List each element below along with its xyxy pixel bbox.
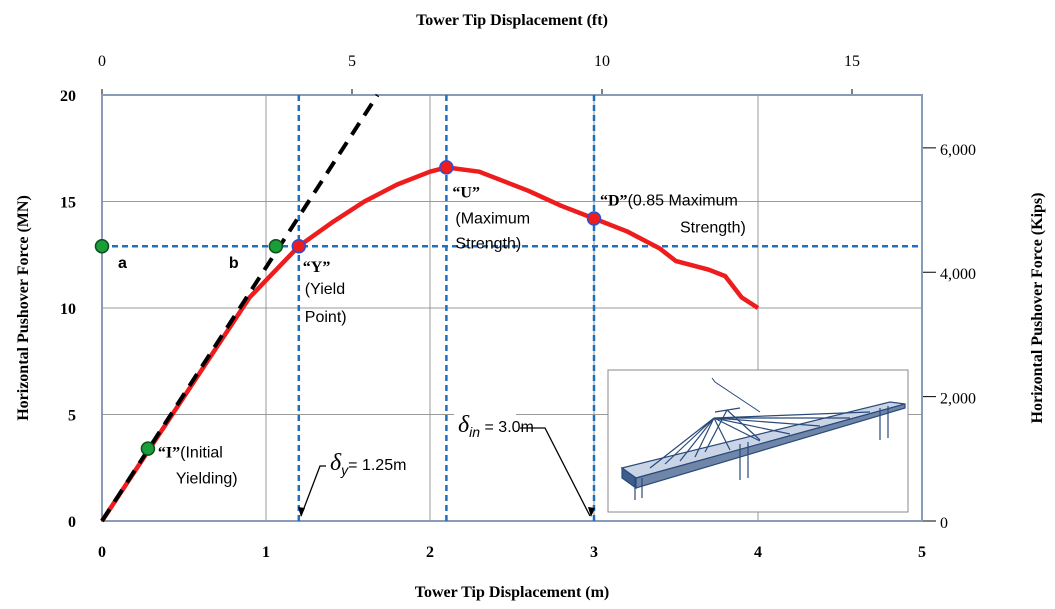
- point-annotation: Yielding): [176, 471, 238, 488]
- point-annotation: (Yield: [305, 281, 345, 298]
- y-tick-label: 10: [60, 301, 76, 318]
- point-tag: a: [118, 255, 127, 272]
- y2-tick-label: 4,000: [940, 266, 976, 283]
- point-tag: “D”(0.85 Maximum: [600, 193, 738, 210]
- top-tick-label: 15: [844, 53, 860, 70]
- point-tag-text: a: [118, 255, 127, 272]
- x-axis-label: Tower Tip Displacement (m): [415, 584, 610, 601]
- point: [269, 240, 282, 253]
- point-tag: “U”: [452, 184, 480, 201]
- point-annotation: Strength): [680, 220, 746, 237]
- point-tag: “Y”: [303, 259, 331, 276]
- x-tick-label: 2: [426, 544, 434, 561]
- x-tick-label: 0: [98, 544, 106, 561]
- point-annotation: (0.85 Maximum: [628, 193, 738, 210]
- point-tag: b: [229, 255, 239, 272]
- chart: Tower Tip Displacement (ft) Tower Tip Di…: [0, 0, 1055, 609]
- y2-tick-label: 6,000: [940, 142, 976, 159]
- x-tick-label: 1: [262, 544, 270, 561]
- delta-subscript: in: [469, 424, 480, 440]
- y-tick-label: 0: [68, 514, 76, 531]
- point: [96, 240, 109, 253]
- point: [141, 442, 154, 455]
- point-annotation: Point): [305, 309, 347, 326]
- point-annotation: (Initial: [180, 445, 223, 462]
- y2-tick-label: 2,000: [940, 391, 976, 408]
- bridge-inset: [608, 370, 908, 512]
- y-tick-label: 5: [68, 408, 76, 425]
- top-axis-label: Tower Tip Displacement (ft): [416, 12, 608, 29]
- x-tick-label: 4: [754, 544, 762, 561]
- point-tag-text: “Y”: [303, 259, 331, 276]
- point-tag: “I”(Initial: [158, 445, 223, 462]
- point-tag-text: b: [229, 255, 239, 272]
- point-annotation: (Maximum: [455, 210, 530, 227]
- x-tick-label: 5: [918, 544, 926, 561]
- top-tick-label: 10: [594, 53, 610, 70]
- point: [292, 240, 305, 253]
- point: [440, 161, 453, 174]
- y2-tick-label: 0: [940, 515, 948, 532]
- point: [588, 212, 601, 225]
- y2-axis-label: Horizontal Pushover Force (Kips): [1029, 193, 1046, 424]
- delta-value: = 3.0m: [480, 419, 534, 436]
- top-tick-label: 5: [348, 53, 356, 70]
- dimension-leader: [301, 466, 330, 516]
- point-annotation: Strength): [455, 235, 521, 252]
- top-tick-label: 0: [98, 53, 106, 70]
- y-tick-label: 20: [60, 88, 76, 105]
- x-tick-label: 3: [590, 544, 598, 561]
- point-tag-text: “U”: [452, 184, 480, 201]
- point-tag-text: “I”: [158, 445, 180, 462]
- point-tag-text: “D”: [600, 193, 628, 210]
- delta-value: = 1.25m: [348, 457, 406, 474]
- y-axis-label: Horizontal Pushover Force (MN): [15, 195, 32, 421]
- y-tick-label: 15: [60, 195, 76, 212]
- dimension-leader: [520, 428, 590, 516]
